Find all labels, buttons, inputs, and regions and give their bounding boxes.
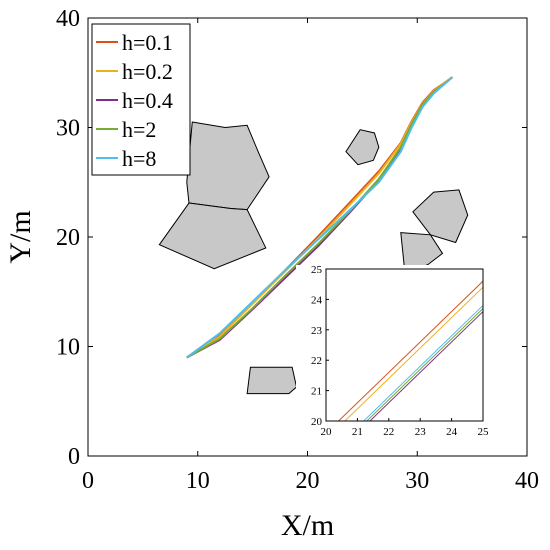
x-tick-label: 0: [82, 468, 94, 494]
obstacle-3: [345, 129, 380, 166]
x-tick-label: 10: [186, 468, 210, 494]
x-tick-label: 20: [296, 468, 320, 494]
inset-x-tick-label: 20: [321, 426, 333, 438]
y-tick-label: 10: [56, 335, 80, 361]
inset-y-tick-label: 21: [311, 386, 322, 398]
inset-y-tick-label: 24: [311, 294, 323, 306]
inset-x-tick-label: 25: [478, 426, 490, 438]
inset-y-tick-label: 25: [311, 264, 323, 276]
zoom-inset: 20 21 22 23 24 25 20 21 22 23 24 25: [296, 264, 493, 445]
obstacle-1: [186, 121, 270, 211]
inset-series-line-3: [363, 305, 483, 421]
inset-y-tick-label: 20: [311, 416, 323, 428]
inset-series-line-4: [366, 308, 483, 421]
inset-x-tick-label: 22: [383, 426, 394, 438]
x-tick-label: 30: [405, 468, 429, 494]
inset-y-tick-label: 23: [311, 325, 323, 337]
axis-ticks: 0 10 20 30 40 0 10 20 30 40: [56, 6, 539, 494]
y-axis-label: Y/m: [4, 210, 37, 263]
y-tick-label: 0: [68, 444, 80, 470]
inset-frame: [325, 268, 484, 422]
x-axis-label: X/m: [281, 509, 334, 542]
legend: h=0.1 h=0.2 h=0.4 h=2 h=8: [91, 23, 191, 176]
inset-series-layer: [338, 280, 483, 421]
obstacle-6: [246, 366, 298, 395]
inset-series-line-2: [344, 286, 483, 421]
y-tick-label: 30: [56, 116, 80, 142]
series-line-5: [186, 76, 454, 359]
obstacle-2: [158, 202, 267, 270]
inset-x-tick-label: 24: [446, 426, 458, 438]
inset-background: [296, 265, 493, 445]
inset-y-tick-label: 22: [311, 355, 322, 367]
legend-label: h=0.4: [122, 88, 173, 113]
inset-x-tick-label: 23: [415, 426, 427, 438]
legend-label: h=8: [122, 146, 156, 171]
inset-series-line-5: [369, 311, 483, 421]
series-layer: [186, 76, 454, 359]
y-tick-label: 40: [56, 6, 80, 32]
x-tick-label: 40: [515, 468, 539, 494]
inset-series-line-1: [338, 280, 483, 421]
inset-x-tick-label: 21: [352, 426, 363, 438]
legend-label: h=2: [122, 117, 156, 142]
legend-label: h=0.1: [122, 30, 173, 55]
y-tick-label: 20: [56, 225, 80, 251]
legend-label: h=0.2: [122, 59, 173, 84]
